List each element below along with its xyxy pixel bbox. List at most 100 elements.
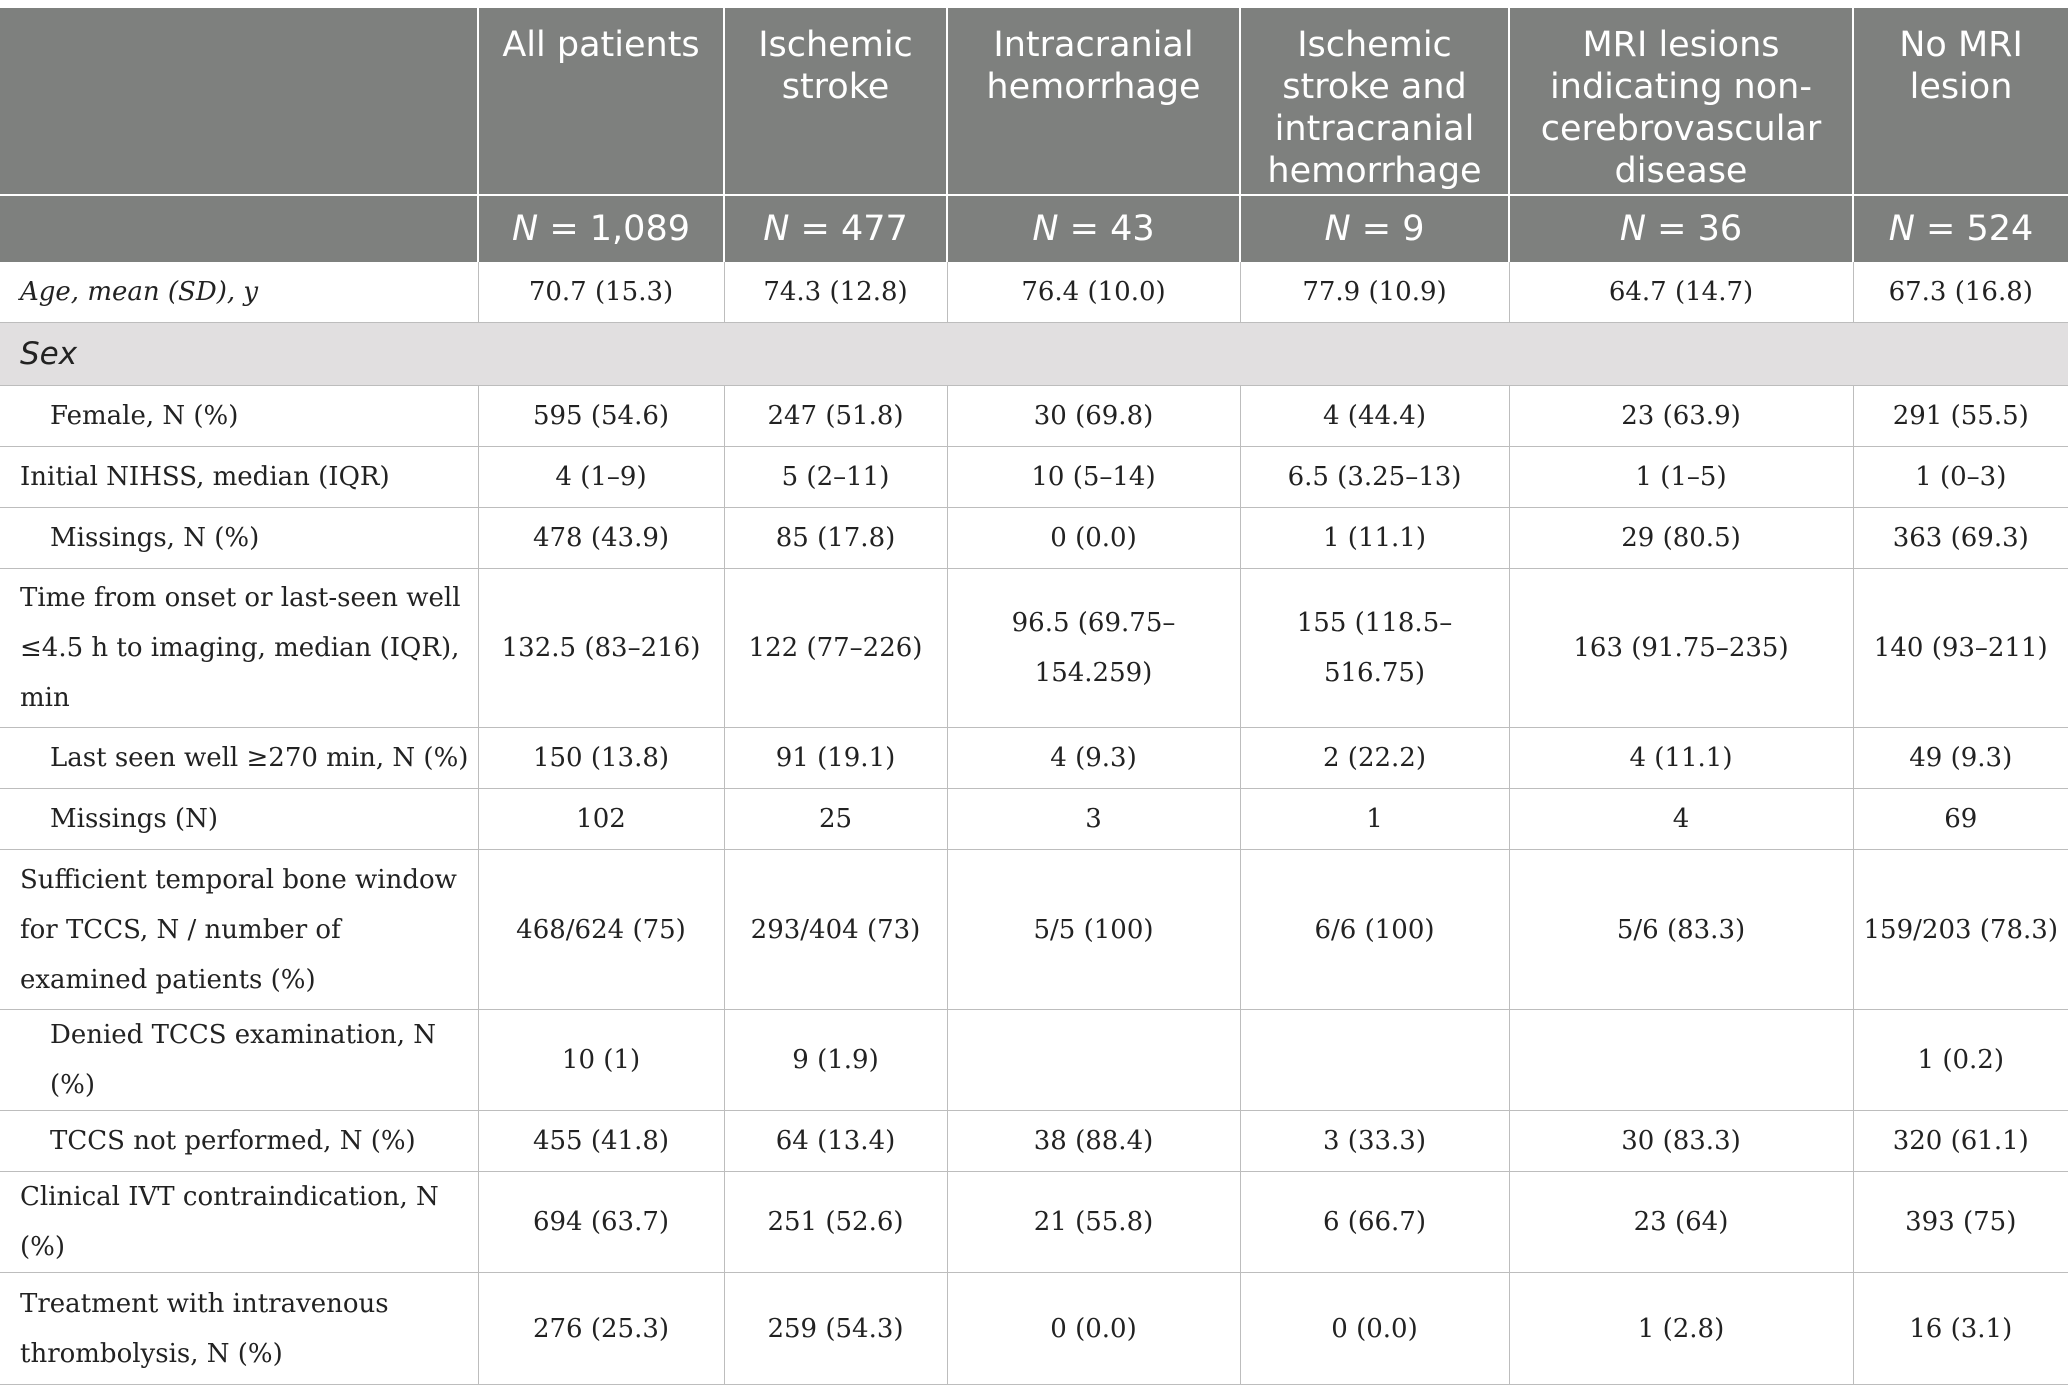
n-value: = 9 — [1361, 209, 1425, 249]
table-row-age: Age, mean (SD), y 70.7 (15.3) 74.3 (12.8… — [0, 262, 2068, 323]
row-label: Initial NIHSS, median (IQR) — [0, 446, 478, 508]
table-cell: 251 (52.6) — [723, 1171, 947, 1273]
table-cell: 64 (13.4) — [723, 1110, 947, 1172]
table-cell: 393 (75) — [1852, 1171, 2068, 1273]
table-cell: 30 (69.8) — [946, 385, 1240, 447]
table-cell: 5/5 (100) — [946, 849, 1240, 1010]
table-cell: 0 (0.0) — [946, 507, 1240, 569]
table-cell — [1239, 1009, 1509, 1111]
table-cell: 69 — [1852, 788, 2068, 850]
column-header-ischemic-stroke: Ischemic stroke — [723, 8, 947, 195]
table-cell: 67.3 (16.8) — [1852, 262, 2068, 323]
table-row-time-missings: Missings (N) 102 25 3 1 4 69 — [0, 788, 2068, 850]
table-cell: 3 (33.3) — [1239, 1110, 1509, 1172]
table-cell: 259 (54.3) — [723, 1272, 947, 1385]
table-cell: 276 (25.3) — [477, 1272, 724, 1385]
table-cell: 478 (43.9) — [477, 507, 724, 569]
table-body: Age, mean (SD), y 70.7 (15.3) 74.3 (12.8… — [0, 262, 2068, 1385]
table-cell: 1 (0–3) — [1852, 446, 2068, 508]
n-label: N — [1888, 209, 1915, 249]
table-cell: 4 — [1508, 788, 1853, 850]
table-cell: 320 (61.1) — [1852, 1110, 2068, 1172]
n-count-no-mri-lesion: N = 524 — [1852, 194, 2068, 262]
section-label: Sex — [0, 322, 2068, 386]
table-cell: 595 (54.6) — [477, 385, 724, 447]
table-cell: 74.3 (12.8) — [723, 262, 947, 323]
row-label: Missings, N (%) — [0, 507, 478, 569]
column-header-no-mri-lesion: No MRI lesion — [1852, 8, 2068, 195]
table-row-female: Female, N (%) 595 (54.6) 247 (51.8) 30 (… — [0, 385, 2068, 447]
column-header-non-cerebrovascular: MRI lesions indicating non-cerebrovascul… — [1508, 8, 1853, 195]
table-cell: 293/404 (73) — [723, 849, 947, 1010]
table-cell: 30 (83.3) — [1508, 1110, 1853, 1172]
table-cell: 49 (9.3) — [1852, 727, 2068, 789]
n-count-non-cerebrovascular: N = 36 — [1508, 194, 1853, 262]
table-cell: 102 — [477, 788, 724, 850]
n-count-ischemic-and-hemorrhage: N = 9 — [1239, 194, 1509, 262]
table-cell: 1 (11.1) — [1239, 507, 1509, 569]
row-label: TCCS not performed, N (%) — [0, 1110, 478, 1172]
table-cell: 2 (22.2) — [1239, 727, 1509, 789]
table-row-temporal-bone-window: Sufficient temporal bone window for TCCS… — [0, 849, 2068, 1010]
table-cell: 4 (9.3) — [946, 727, 1240, 789]
row-label: Age, mean (SD), y — [0, 262, 478, 323]
table-cell: 3 — [946, 788, 1240, 850]
n-value: = 524 — [1926, 209, 2034, 249]
n-label: N — [512, 209, 539, 249]
data-table: All patients Ischemic stroke Intracrania… — [0, 8, 2068, 1385]
table-cell: 85 (17.8) — [723, 507, 947, 569]
row-label: Last seen well ≥270 min, N (%) — [0, 727, 478, 789]
table-cell: 21 (55.8) — [946, 1171, 1240, 1273]
n-value: = 477 — [800, 209, 908, 249]
table-cell — [1508, 1009, 1853, 1111]
column-header-intracranial-hemorrhage: Intracranial hemorrhage — [946, 8, 1240, 195]
table-cell: 6.5 (3.25–13) — [1239, 446, 1509, 508]
header-corner — [0, 8, 478, 195]
table-cell: 4 (1–9) — [477, 446, 724, 508]
n-count-all-patients: N = 1,089 — [477, 194, 724, 262]
table-cell: 1 (2.8) — [1508, 1272, 1853, 1385]
table-cell: 10 (5–14) — [946, 446, 1240, 508]
table-cell: 23 (63.9) — [1508, 385, 1853, 447]
table-cell: 4 (44.4) — [1239, 385, 1509, 447]
n-value: = 36 — [1657, 209, 1743, 249]
table-cell: 122 (77–226) — [723, 568, 947, 728]
table-cell: 64.7 (14.7) — [1508, 262, 1853, 323]
table-cell: 163 (91.75–235) — [1508, 568, 1853, 728]
table-cell: 38 (88.4) — [946, 1110, 1240, 1172]
table-row-last-seen-well: Last seen well ≥270 min, N (%) 150 (13.8… — [0, 727, 2068, 789]
table-cell: 16 (3.1) — [1852, 1272, 2068, 1385]
table-cell: 363 (69.3) — [1852, 507, 2068, 569]
table-cell: 1 — [1239, 788, 1509, 850]
table-cell: 77.9 (10.9) — [1239, 262, 1509, 323]
table-cell: 70.7 (15.3) — [477, 262, 724, 323]
table-cell: 159/203 (78.3) — [1852, 849, 2068, 1010]
row-label: Missings (N) — [0, 788, 478, 850]
n-label: N — [1324, 209, 1351, 249]
table-cell: 0 (0.0) — [946, 1272, 1240, 1385]
table-row-time-to-imaging: Time from onset or last-seen well ≤4.5 h… — [0, 568, 2068, 728]
header-row: All patients Ischemic stroke Intracrania… — [0, 8, 2068, 195]
table-cell: 5/6 (83.3) — [1508, 849, 1853, 1010]
table-cell: 76.4 (10.0) — [946, 262, 1240, 323]
table-cell: 0 (0.0) — [1239, 1272, 1509, 1385]
row-label: Sufficient temporal bone window for TCCS… — [0, 849, 478, 1010]
table-cell: 23 (64) — [1508, 1171, 1853, 1273]
n-value: = 1,089 — [549, 209, 690, 249]
row-label: Clinical IVT contraindication, N (%) — [0, 1171, 478, 1273]
table-cell: 6/6 (100) — [1239, 849, 1509, 1010]
table-cell: 25 — [723, 788, 947, 850]
table-cell: 10 (1) — [477, 1009, 724, 1111]
table-cell: 291 (55.5) — [1852, 385, 2068, 447]
n-label: N — [763, 209, 790, 249]
table-cell: 9 (1.9) — [723, 1009, 947, 1111]
table-cell: 1 (0.2) — [1852, 1009, 2068, 1111]
n-value: = 43 — [1069, 209, 1155, 249]
table-header: All patients Ischemic stroke Intracrania… — [0, 8, 2068, 262]
table-row-nihss: Initial NIHSS, median (IQR) 4 (1–9) 5 (2… — [0, 446, 2068, 508]
table-row-tccs-not-performed: TCCS not performed, N (%) 455 (41.8) 64 … — [0, 1110, 2068, 1172]
table-cell: 455 (41.8) — [477, 1110, 724, 1172]
table-cell: 4 (11.1) — [1508, 727, 1853, 789]
header-n-row: N = 1,089 N = 477 N = 43 N = 9 N = 36 N … — [0, 194, 2068, 262]
row-label: Treatment with intravenous thrombolysis,… — [0, 1272, 478, 1385]
